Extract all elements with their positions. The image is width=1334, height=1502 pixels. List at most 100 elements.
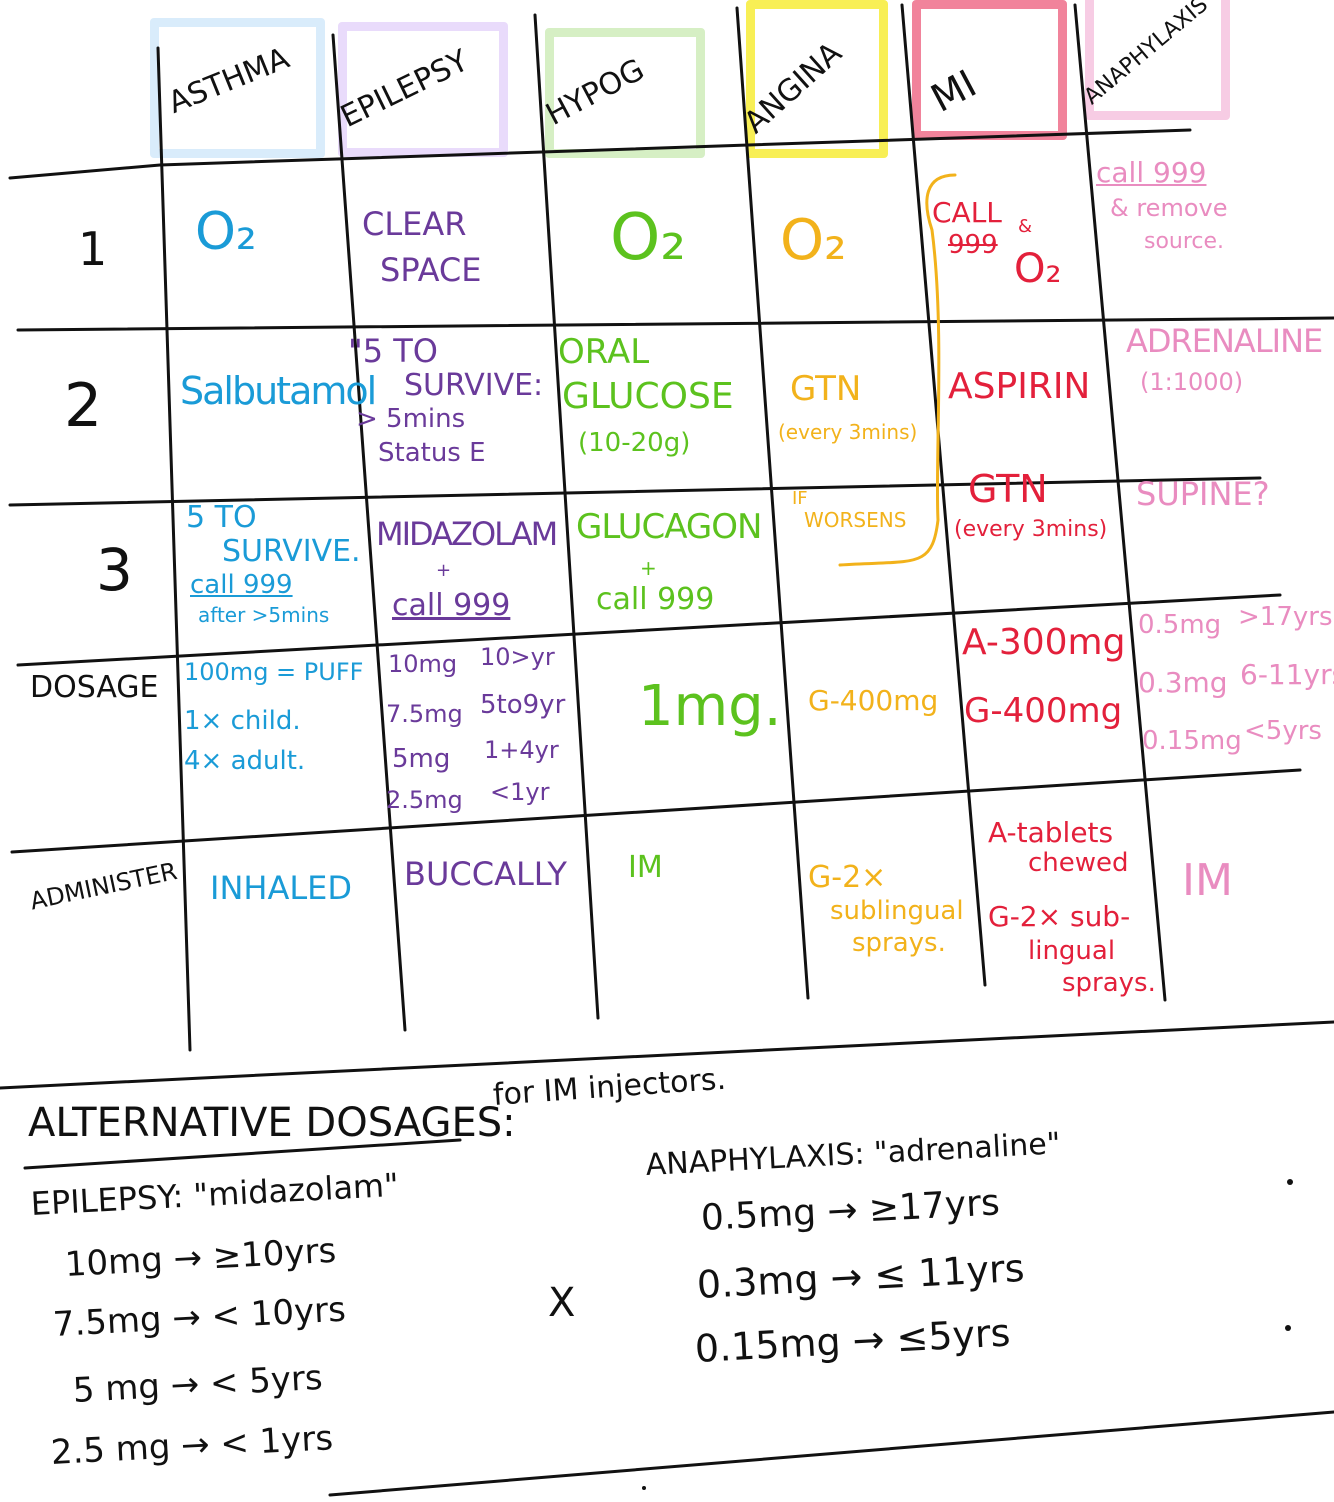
row-label-1: 1 <box>78 222 108 276</box>
grid-line-table-bottom <box>0 1020 1334 1090</box>
mi-step-1-a: CALL <box>932 196 1002 229</box>
angina-dosage: G-400mg <box>808 684 939 717</box>
asthma-header-highlight <box>150 18 325 158</box>
grid-col-6 <box>1073 3 1167 1002</box>
epilepsy-step-2-b: SURVIVE: <box>404 368 544 403</box>
angina-administer-b: sublingual <box>830 896 964 926</box>
angina-step-1: O₂ <box>780 208 847 273</box>
epilepsy-step-3-b: + <box>436 560 452 581</box>
epilepsy-header-highlight <box>338 22 508 157</box>
epilepsy-administer: BUCCALLY <box>404 855 567 893</box>
asthma-step-2: Salbutamol <box>180 369 377 413</box>
mi-step-3-a: GTN <box>968 467 1048 511</box>
epilepsy-dosage-3a: 5mg <box>392 744 451 774</box>
grid-line-row3 <box>16 593 1282 667</box>
mi-step-2: ASPIRIN <box>948 366 1091 407</box>
epilepsy-dosage-4b: <1yr <box>490 778 550 806</box>
hypog-step-3-a: GLUCAGON <box>576 507 762 547</box>
epilepsy-step-1-b: SPACE <box>380 251 482 289</box>
anaphylaxis-step-1-a: call 999 <box>1096 156 1207 189</box>
hypog-dosage: 1mg. <box>638 674 782 739</box>
alt-dosages-title: ALTERNATIVE DOSAGES: <box>28 1100 516 1146</box>
mi-administer-a: A-tablets <box>988 816 1114 849</box>
grid-col-3 <box>533 13 600 1020</box>
grid-line-alt-title <box>23 1138 462 1170</box>
hypog-step-1: O₂ <box>610 201 687 275</box>
epilepsy-dosage-4a: 2.5mg <box>386 786 463 814</box>
hypog-step-2-b: GLUCOSE <box>562 376 734 417</box>
anaphylaxis-dosage-1a: 0.5mg <box>1138 610 1222 640</box>
hypog-step-2-a: ORAL <box>558 332 650 372</box>
asthma-step-3-b: SURVIVE. <box>222 534 361 569</box>
hypog-header-highlight <box>545 28 705 158</box>
angina-step-2-b: (every 3mins) <box>778 420 918 444</box>
angina-administer-c: sprays. <box>852 928 946 958</box>
mi-administer-d: lingual <box>1028 936 1116 966</box>
anaphylaxis-step-1-b: & remove <box>1110 194 1228 222</box>
angina-administer-a: G-2× <box>808 860 887 895</box>
epilepsy-step-2-a: "5 TO <box>348 332 438 370</box>
anaphylaxis-dosage-2b: 6-11yrs <box>1240 658 1334 691</box>
grid-col-2 <box>331 33 407 1032</box>
mi-step-1-c: & <box>1018 216 1033 237</box>
grid-line-header <box>8 128 1192 180</box>
anaphylaxis-step-1-c: source. <box>1144 229 1225 254</box>
hypog-administer: IM <box>628 850 663 885</box>
angina-step-3-a: IF <box>792 488 808 509</box>
hypog-step-3-b: + <box>640 556 657 580</box>
anaphylaxis-dosage-3b: <5yrs <box>1244 716 1322 746</box>
angina-step-3-b: WORSENS <box>804 508 907 532</box>
epilepsy-step-3-c: call 999 <box>392 588 511 623</box>
row-label-dosage: DOSAGE <box>30 670 159 705</box>
epilepsy-step-2-d: Status E <box>378 438 486 468</box>
grid-col-4 <box>735 6 810 1000</box>
mi-dosage-a: A-300mg <box>962 622 1126 663</box>
angina-header-highlight <box>746 0 888 158</box>
mi-step-3-b: (every 3mins) <box>954 517 1108 542</box>
grid-line-dosage <box>10 768 1302 854</box>
grid-col-5 <box>900 3 987 987</box>
row-label-2: 2 <box>64 371 103 441</box>
asthma-dosage-a: 100mg = PUFF <box>184 658 364 686</box>
epilepsy-step-3-a: MIDAZOLAM <box>376 515 558 553</box>
mi-bracket-arrow <box>838 173 957 567</box>
epilepsy-dosage-3b: 1+4yr <box>484 736 559 764</box>
epilepsy-dosage-2b: 5to9yr <box>480 690 566 720</box>
alt-x-mark: X <box>548 1280 576 1326</box>
epilepsy-step-2-c: > 5mins <box>356 404 466 434</box>
grid-line-row2 <box>8 476 1262 507</box>
mi-administer-e: sprays. <box>1062 968 1156 998</box>
epilepsy-dosage-1a: 10mg <box>388 650 458 678</box>
anaphylaxis-step-3: SUPINE? <box>1136 475 1270 513</box>
grid-line-page-bottom <box>328 1410 1334 1497</box>
mi-dosage-b: G-400mg <box>964 691 1123 731</box>
asthma-step-3-c: call 999 <box>190 570 293 600</box>
anaphylaxis-dosage-2a: 0.3mg <box>1138 666 1228 699</box>
hypog-step-3-c: call 999 <box>596 582 715 617</box>
asthma-administer: INHALED <box>210 869 353 907</box>
mi-step-1-b: 999 <box>948 230 998 260</box>
asthma-dosage-b: 1× child. <box>184 706 301 736</box>
anaphylaxis-step-2-b: (1:1000) <box>1140 368 1244 396</box>
hypog-step-2-c: (10-20g) <box>578 428 691 458</box>
asthma-dosage-c: 4× adult. <box>184 746 306 776</box>
mi-step-1-d: O₂ <box>1014 246 1062 292</box>
asthma-step-3-a: 5 TO <box>186 500 257 535</box>
anaphylaxis-header-highlight <box>1085 0 1230 120</box>
angina-step-2-a: GTN <box>790 369 862 409</box>
epilepsy-dosage-1b: 10>yr <box>480 643 555 671</box>
anaphylaxis-administer: IM <box>1182 855 1233 906</box>
epilepsy-step-1-a: CLEAR <box>362 205 467 243</box>
anaphylaxis-step-2-a: ADRENALINE <box>1126 322 1323 360</box>
anaphylaxis-dosage-1b: >17yrs <box>1238 602 1333 632</box>
epilepsy-dosage-2a: 7.5mg <box>386 700 463 728</box>
asthma-step-3-d: after >5mins <box>198 603 330 627</box>
grid-col-1 <box>156 46 192 1052</box>
anaphylaxis-dosage-3a: 0.15mg <box>1142 726 1242 756</box>
mi-administer-c: G-2× sub- <box>988 900 1131 933</box>
mi-administer-b: chewed <box>1028 848 1129 878</box>
row-label-3: 3 <box>96 536 133 604</box>
grid-line-row1 <box>16 316 1334 332</box>
asthma-step-1: O₂ <box>195 202 257 262</box>
